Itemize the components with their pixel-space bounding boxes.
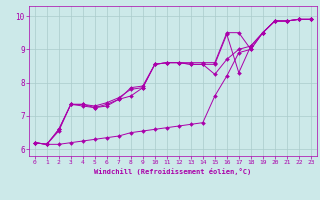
X-axis label: Windchill (Refroidissement éolien,°C): Windchill (Refroidissement éolien,°C)	[94, 168, 252, 175]
